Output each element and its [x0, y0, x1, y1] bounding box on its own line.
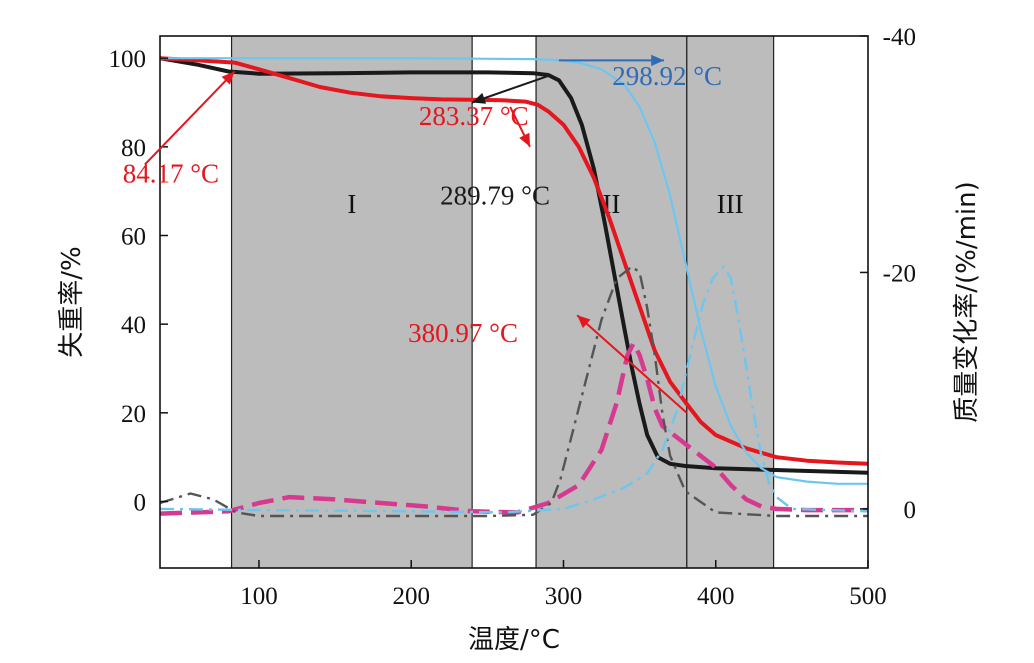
y-left-tick-label: 40: [121, 312, 146, 339]
annotation-label: 298.92 °C: [612, 61, 722, 91]
annotation-arrow-head: [577, 315, 591, 329]
annotation-arrow-line: [144, 70, 236, 166]
region-band: [686, 36, 774, 568]
annotation-label: 289.79 °C: [440, 181, 550, 211]
x-tick-label: 400: [697, 583, 735, 610]
x-tick-label: 100: [240, 583, 278, 610]
plot-border: [159, 35, 869, 569]
plot-frame: [159, 35, 869, 569]
region-label: III: [717, 189, 744, 219]
series-line-dtg_light_blue: [160, 265, 868, 514]
region-band: [231, 36, 473, 568]
annotation-label: 283.37 °C: [419, 101, 529, 131]
annotation-arrow-head: [519, 132, 530, 147]
series-line-tg_red: [160, 56, 868, 466]
region-band: [536, 36, 687, 568]
y-left-tick-label: 20: [121, 401, 146, 428]
data-series: [160, 56, 868, 518]
annotation-arrow-line: [471, 74, 549, 104]
y-left-tick-label: 0: [134, 490, 147, 517]
x-axis-title: 温度/°C: [468, 625, 560, 655]
x-tick-label: 200: [392, 583, 430, 610]
annotation-label: 84.17 °C: [123, 158, 219, 188]
y-right-tick-label: -20: [883, 260, 916, 287]
annotation-arrow-head: [651, 54, 664, 67]
x-tick-label: 300: [545, 583, 583, 610]
annotation-label: 380.97 °C: [408, 318, 518, 348]
annotation-arrow-line: [576, 314, 688, 414]
y-left-tick-label: 80: [121, 135, 146, 162]
axis-ticks: 100 200 300 400 500 0 20 40 60 80 100 0 -20 -40: [109, 24, 917, 610]
annotation-arrow-head: [221, 71, 235, 85]
series-line-dtg_gray: [160, 265, 868, 518]
region-label: I: [347, 189, 356, 219]
x-tick-label: 500: [849, 583, 887, 610]
y-left-tick-label: 60: [121, 224, 146, 251]
left-y-axis-title: 失重率/%: [57, 246, 87, 357]
series-line-tg_black: [160, 56, 868, 475]
right-y-axis-title: 质量变化率/(%/min): [952, 181, 982, 423]
y-right-tick-label: 0: [904, 497, 917, 524]
series-line-dtg_magenta: [160, 341, 868, 516]
annotations: 84.17 °C 289.79 °C 283.37 °C 298.92 °C 380.9…: [123, 54, 722, 414]
y-right-tick-label: -40: [883, 24, 916, 51]
temperature-regions: I II III: [230, 36, 775, 568]
series-line-tg_light_blue: [160, 57, 868, 485]
y-left-tick-label: 100: [109, 46, 147, 73]
annotation-arrow-head: [472, 92, 487, 104]
